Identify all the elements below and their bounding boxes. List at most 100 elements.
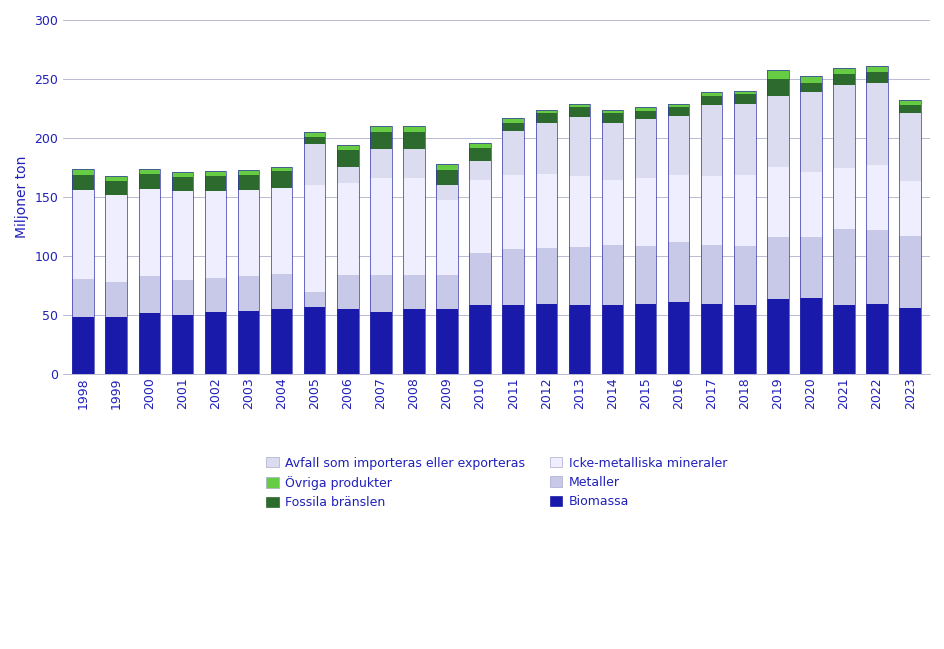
Bar (866, 230, 886, 304)
Bar (304, 144, 325, 186)
Bar (370, 312, 391, 374)
Bar (238, 170, 259, 374)
Bar (436, 275, 457, 310)
Bar (800, 75, 820, 374)
Bar (700, 176, 721, 245)
Bar (172, 177, 193, 191)
Bar (238, 276, 259, 311)
Bar (733, 91, 754, 374)
Bar (304, 307, 325, 374)
Bar (899, 236, 920, 308)
Bar (205, 278, 226, 312)
Bar (700, 95, 721, 105)
Bar (205, 191, 226, 278)
Bar (733, 104, 754, 175)
Bar (304, 186, 325, 292)
Bar (106, 176, 126, 374)
Bar (866, 66, 886, 72)
Bar (469, 252, 490, 305)
Bar (833, 68, 853, 75)
Y-axis label: Miljoner ton: Miljoner ton (15, 156, 29, 238)
Bar (535, 304, 556, 374)
Bar (899, 101, 920, 105)
Bar (800, 92, 820, 173)
Bar (899, 105, 920, 114)
Bar (337, 150, 358, 167)
Bar (767, 299, 787, 374)
Bar (139, 313, 160, 374)
Bar (172, 191, 193, 280)
Bar (271, 310, 292, 374)
Bar (800, 75, 820, 82)
Bar (238, 311, 259, 374)
Bar (767, 69, 787, 79)
Bar (502, 305, 523, 374)
Bar (767, 238, 787, 299)
Bar (733, 91, 754, 95)
Bar (502, 123, 523, 131)
Bar (73, 169, 93, 175)
Bar (568, 108, 589, 117)
Bar (403, 178, 424, 275)
Bar (667, 116, 688, 175)
Bar (370, 275, 391, 312)
Bar (899, 180, 920, 236)
Bar (73, 169, 93, 374)
Bar (601, 305, 622, 374)
Bar (833, 85, 853, 167)
Bar (205, 171, 226, 176)
Bar (700, 245, 721, 304)
Bar (139, 276, 160, 313)
Bar (403, 310, 424, 374)
Bar (469, 147, 490, 160)
Bar (337, 183, 358, 275)
Bar (469, 143, 490, 374)
Bar (106, 180, 126, 195)
Bar (436, 186, 457, 200)
Bar (767, 95, 787, 167)
Bar (634, 246, 655, 304)
Bar (634, 108, 655, 374)
Bar (634, 119, 655, 178)
Bar (667, 175, 688, 242)
Bar (634, 108, 655, 111)
Bar (403, 127, 424, 374)
Bar (172, 173, 193, 374)
Bar (436, 164, 457, 170)
Bar (106, 176, 126, 180)
Bar (535, 248, 556, 304)
Bar (139, 169, 160, 173)
Bar (568, 176, 589, 247)
Bar (469, 160, 490, 180)
Bar (370, 178, 391, 275)
Bar (436, 164, 457, 374)
Bar (634, 178, 655, 246)
Bar (139, 169, 160, 374)
Bar (601, 114, 622, 123)
Bar (370, 132, 391, 149)
Bar (106, 317, 126, 374)
Bar (601, 180, 622, 245)
Bar (304, 137, 325, 144)
Bar (403, 149, 424, 178)
Legend: Avfall som importeras eller exporteras, Övriga produkter, Fossila bränslen, Icke: Avfall som importeras eller exporteras, … (261, 452, 732, 514)
Bar (403, 132, 424, 149)
Bar (535, 110, 556, 374)
Bar (337, 275, 358, 310)
Bar (304, 292, 325, 307)
Bar (370, 127, 391, 374)
Bar (866, 304, 886, 374)
Bar (469, 180, 490, 252)
Bar (800, 238, 820, 298)
Bar (700, 304, 721, 374)
Bar (866, 72, 886, 82)
Bar (568, 305, 589, 374)
Bar (502, 249, 523, 305)
Bar (238, 175, 259, 190)
Bar (667, 104, 688, 108)
Bar (667, 302, 688, 374)
Bar (733, 175, 754, 246)
Bar (337, 167, 358, 183)
Bar (535, 110, 556, 114)
Bar (172, 173, 193, 177)
